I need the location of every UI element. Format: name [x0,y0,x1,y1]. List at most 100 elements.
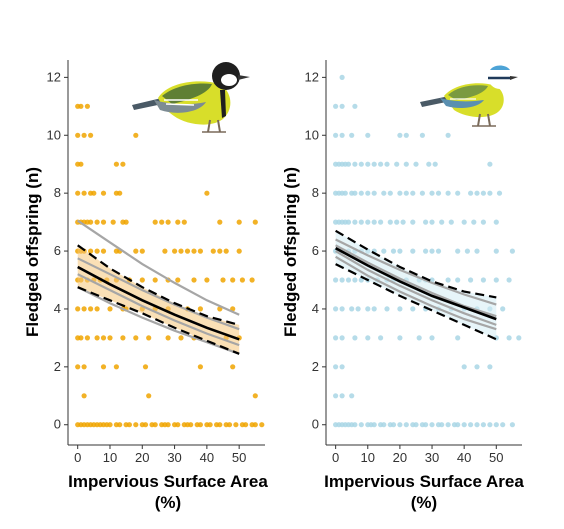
panel-1-data-point [152,219,158,225]
panel-2-data-point [397,306,403,312]
panel-1-data-point [81,190,87,196]
panel-2-data-point [358,190,364,196]
panel-2-data-point [378,335,384,341]
panel-1-data-point [217,422,223,428]
panel-2-data-point [487,364,493,370]
panel-1-data-point [94,219,100,225]
panel-1-data-point [210,248,216,254]
panel-2-data-point [480,219,486,225]
panel-1-data-point [100,248,107,254]
panel-1-data-point [239,277,245,283]
panel-1-data-point [100,364,107,370]
panel-2-data-point [493,277,499,283]
panel-2-data-point [339,103,345,109]
panel-2-data-point [333,132,339,138]
panel-2-data-point [429,219,435,225]
panel-2-data-point [345,219,352,225]
panel-1-data-point [252,422,258,428]
panel-2-data-point [455,422,461,428]
panel-1-data-point [133,335,139,341]
panel-2-x-tick-label: 0 [332,450,339,465]
panel-2-data-point [397,190,403,196]
panel-2-data-point [345,161,352,167]
panel-2-y-tick-label: 0 [312,417,319,432]
panel-1-data-point [88,132,94,138]
panel-1-data-point [88,306,94,312]
panel-2-y-axis-title: Fledged offspring (n) [281,167,300,337]
panel-1-data-point [207,422,213,428]
panel-1-x-axis-title: Impervious Surface Area [68,472,268,491]
panel-2-data-point [333,277,339,283]
panel-1-y-axis-title: Fledged offspring (n) [23,167,42,337]
panel-2-data-point [468,190,474,196]
panel-2-data-point [509,248,515,254]
panel-2-data-point [342,190,348,196]
panel-1-data-point [94,335,100,341]
panel-2-y-tick-label: 2 [312,359,319,374]
panel-2-data-point [429,335,435,341]
panel-1-data-point [252,393,258,399]
panel-2-data-point [445,277,451,283]
panel-2-data-point [352,103,358,109]
panel-1-data-point [81,132,87,138]
panel-2-data-point [333,335,339,341]
panel-1-data-point [252,219,258,225]
panel-1-data-point [78,103,84,109]
panel-2-data-point [445,132,451,138]
panel-1-y-tick-label: 10 [47,127,61,142]
panel-2-data-point [349,306,355,312]
panel-2-data-point [455,248,461,254]
panel-2-data-point [355,306,361,312]
panel-2-data-point [423,248,429,254]
panel-2-alt-fit-line [335,250,497,326]
panel-1-x-tick-label: 30 [167,450,181,465]
panel-1-y-tick-label: 6 [54,243,61,258]
panel-2-alt-fit-line [335,255,497,331]
blue-tit-bird-icon [420,65,518,127]
panel-2-data-point [365,132,371,138]
panel-1-data-point [162,248,168,254]
panel-1-data-point [117,190,123,196]
panel-2-data-point [333,103,339,109]
panel-2-x-tick-label: 40 [457,450,471,465]
panel-2-data-point [371,219,377,225]
panel-2-data-point [352,190,358,196]
panel-2-data-point [358,422,364,428]
panel-1-data-point [84,103,90,109]
panel-2-data-point [413,422,419,428]
panel-2-data-point [339,277,345,283]
panel-2-x-tick-label: 50 [489,450,503,465]
panel-2-data-point [365,190,371,196]
panel-2-ci-upper-line [335,229,497,299]
panel-2-data-point [397,248,403,254]
panel-2-data-point [487,161,493,167]
panel-1-data-point [197,306,203,312]
great-tit-bird-icon [132,62,250,133]
panel-1-data-point [181,219,187,225]
panel-1-data-point [165,335,171,341]
panel-2-data-point [439,422,445,428]
panel-1-data-point [230,277,236,283]
panel-2-data-point [461,422,467,428]
panel-1-data-point [133,248,139,254]
panel-2-data-point [455,190,461,196]
panel-1-y-tick-label: 0 [54,417,61,432]
panel-2-data-point [378,219,384,225]
panel-1-data-point [184,248,191,254]
panel-1-data-point [81,364,87,370]
panel-1-data-point [107,422,113,428]
panel-2-data-point [387,190,393,196]
panel-1-data-point [123,219,129,225]
panel-2-data-point [474,364,480,370]
panel-2-data-point [339,132,345,138]
panel-1-y-tick-label: 4 [54,301,61,316]
panel-2-data-point [358,219,364,225]
panel-1-data-point [152,422,158,428]
panel-1-data-point [159,219,165,225]
panel-1-data-point [78,335,84,341]
panel-2-data-point [464,248,470,254]
panel-2-data-point [339,306,345,312]
panel-1-data-point [197,422,203,428]
panel-1-data-point [230,364,236,370]
panel-2-data-point [358,277,364,283]
